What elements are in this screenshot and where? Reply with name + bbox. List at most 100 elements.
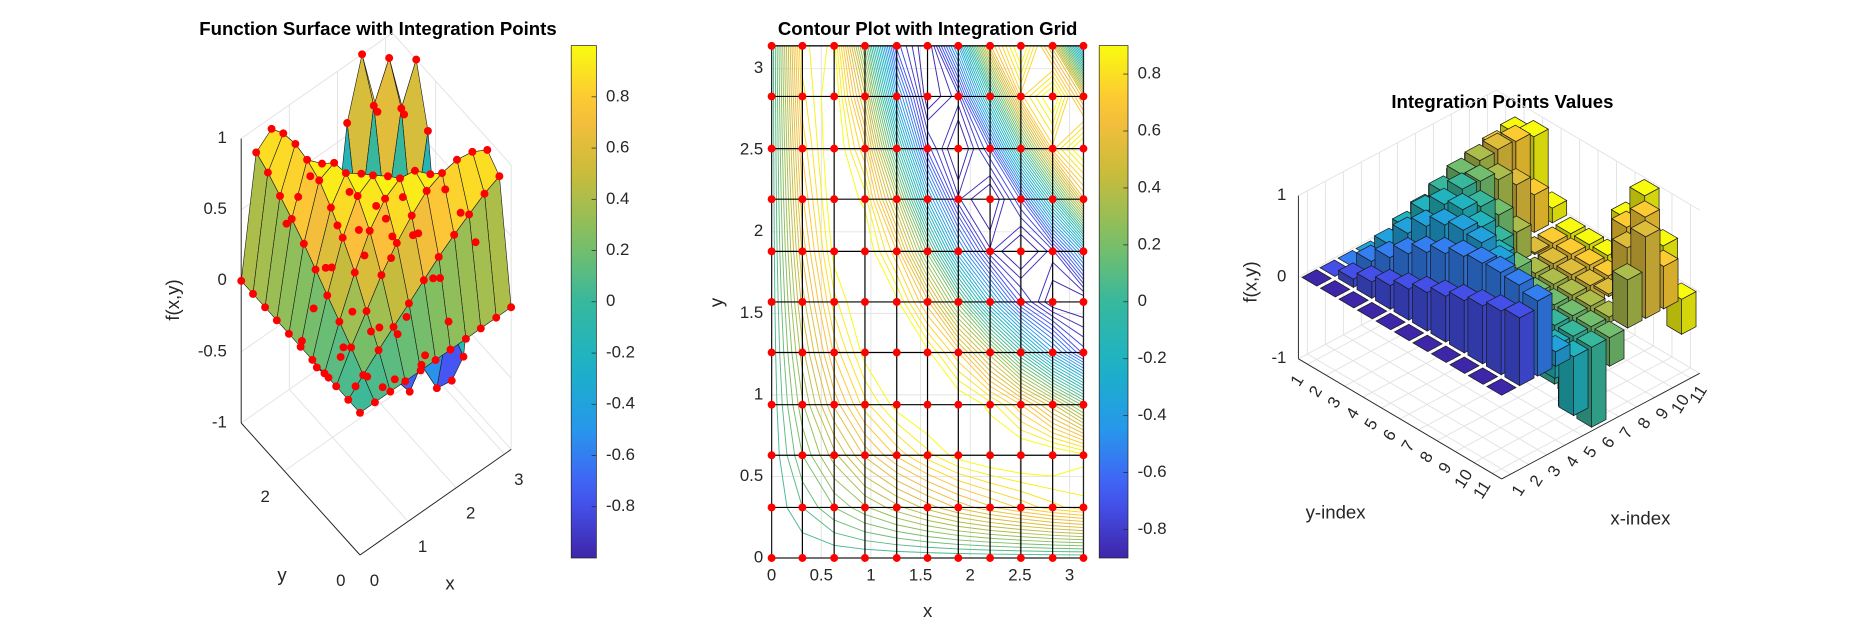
- integration-point: [860, 144, 869, 153]
- bar-face: [1538, 267, 1569, 285]
- integration-point: [377, 271, 386, 280]
- integration-point: [397, 104, 406, 113]
- integration-point: [358, 50, 367, 59]
- integration-point: [1016, 297, 1025, 306]
- integration-point: [923, 554, 932, 562]
- integration-point: [405, 387, 414, 396]
- bar-face: [1503, 268, 1535, 286]
- bar-face: [1663, 258, 1679, 310]
- integration-point: [374, 346, 383, 355]
- integration-point: [446, 345, 455, 354]
- integration-point: [1048, 41, 1057, 50]
- colorbar-tick-label: 0.8: [1138, 64, 1161, 83]
- integration-point: [767, 400, 776, 409]
- z-axis-label: f(x,y): [1240, 261, 1261, 302]
- integration-point: [407, 211, 416, 220]
- integration-point: [341, 169, 350, 177]
- integration-point: [409, 231, 417, 240]
- y-tick-label: 0.5: [740, 466, 763, 485]
- integration-point: [954, 451, 963, 460]
- contour-line: [789, 45, 1084, 529]
- integration-point: [923, 400, 932, 409]
- integration-point: [237, 276, 246, 285]
- integration-point: [860, 247, 869, 256]
- integration-point: [261, 303, 270, 312]
- bar: [1319, 280, 1351, 298]
- integration-point: [465, 210, 474, 219]
- integration-point: [360, 251, 369, 260]
- bar-face: [1576, 330, 1607, 348]
- y-tick-label: 0: [336, 571, 345, 590]
- integration-point: [892, 554, 901, 562]
- integration-point: [385, 54, 394, 62]
- integration-point: [1079, 503, 1088, 512]
- integration-point: [426, 170, 435, 179]
- integration-point: [767, 92, 776, 101]
- contour-line: [888, 45, 1084, 366]
- bar-face: [1482, 132, 1513, 150]
- integration-point: [402, 313, 411, 321]
- grid-line: [392, 32, 512, 166]
- z-tick-label: 0: [1277, 267, 1286, 286]
- integration-point: [476, 324, 485, 333]
- integration-point: [1048, 503, 1057, 512]
- z-tick-label: 1: [1277, 185, 1286, 204]
- z-tick-label: -1: [212, 412, 227, 431]
- integration-point: [1016, 400, 1025, 409]
- bar-face: [1556, 257, 1587, 276]
- integration-point: [453, 155, 461, 164]
- integration-point: [330, 158, 339, 167]
- contour-line: [877, 45, 1084, 384]
- integration-point: [986, 348, 995, 357]
- integration-point: [417, 360, 426, 369]
- contour-line: [808, 45, 1084, 497]
- bar-face: [1356, 302, 1388, 320]
- integration-point: [369, 171, 377, 180]
- bar-face: [1486, 378, 1517, 396]
- integration-point: [381, 214, 390, 223]
- bar: [1467, 367, 1499, 385]
- contour-line: [776, 45, 1084, 550]
- integration-point: [335, 317, 344, 326]
- integration-point: [830, 297, 839, 306]
- colorbar-tick-label: 0.2: [1138, 234, 1161, 253]
- integration-point: [284, 329, 293, 338]
- integration-point: [471, 238, 480, 247]
- bar-face: [1574, 248, 1605, 266]
- bar-face: [1573, 227, 1605, 246]
- integration-point: [860, 195, 869, 204]
- bar-face: [1612, 263, 1643, 281]
- integration-point: [441, 185, 450, 194]
- bar-face: [1557, 299, 1588, 317]
- bar-face: [1447, 213, 1479, 231]
- integration-point: [344, 395, 353, 404]
- integration-point: [892, 400, 901, 409]
- x-tick-label: 1: [418, 537, 427, 556]
- integration-point: [354, 225, 363, 234]
- x-axis-label: x: [445, 572, 455, 593]
- integration-point: [798, 144, 807, 153]
- integration-point: [252, 148, 261, 157]
- x-tick-label: 1.5: [909, 565, 932, 584]
- bar-face: [1537, 226, 1568, 244]
- grid-line: [288, 389, 409, 522]
- integration-point: [333, 221, 342, 230]
- bar-face: [1630, 220, 1661, 238]
- integration-point: [798, 554, 807, 562]
- bar-face: [1557, 319, 1589, 337]
- integration-point: [447, 376, 456, 385]
- integration-point: [923, 503, 932, 512]
- integration-point: [386, 387, 395, 396]
- integration-point: [332, 382, 341, 391]
- integration-point: [923, 41, 932, 50]
- bar-title: Integration Points Values: [1391, 91, 1613, 112]
- integration-point: [923, 451, 932, 460]
- y-axis-label: y: [277, 564, 287, 585]
- integration-point: [892, 41, 901, 50]
- integration-point: [986, 247, 995, 256]
- integration-point: [404, 299, 413, 308]
- integration-point: [401, 377, 410, 386]
- integration-point: [438, 169, 447, 177]
- y-tick-label: 3: [754, 58, 763, 77]
